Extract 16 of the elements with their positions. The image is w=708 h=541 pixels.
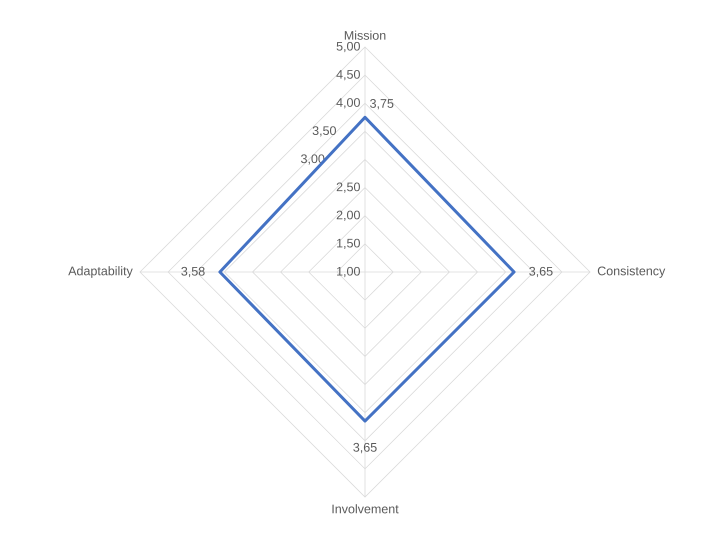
data-label: 3,65	[529, 266, 553, 278]
y-tick-label: 4,50	[336, 70, 360, 80]
spoke-label: Consistency	[598, 266, 666, 278]
data-label: 3,65	[353, 442, 377, 454]
y-tick-label: 2,50	[336, 182, 360, 193]
spoke-label: Involvement	[332, 504, 399, 514]
y-tick-label: 5,00	[336, 42, 360, 52]
data-label: 3,75	[370, 99, 394, 110]
y-tick-label: 1,50	[337, 238, 360, 250]
y-tick-label: 2,00	[336, 210, 360, 221]
data-label: 3,58	[181, 266, 205, 278]
y-tick-label: 4,00	[336, 98, 360, 108]
y-tick-label: 1,00	[337, 266, 360, 278]
spoke-label: Mission	[344, 30, 386, 40]
spoke-label: Adaptability	[68, 266, 133, 278]
y-tick-label: 3,50	[312, 126, 336, 137]
